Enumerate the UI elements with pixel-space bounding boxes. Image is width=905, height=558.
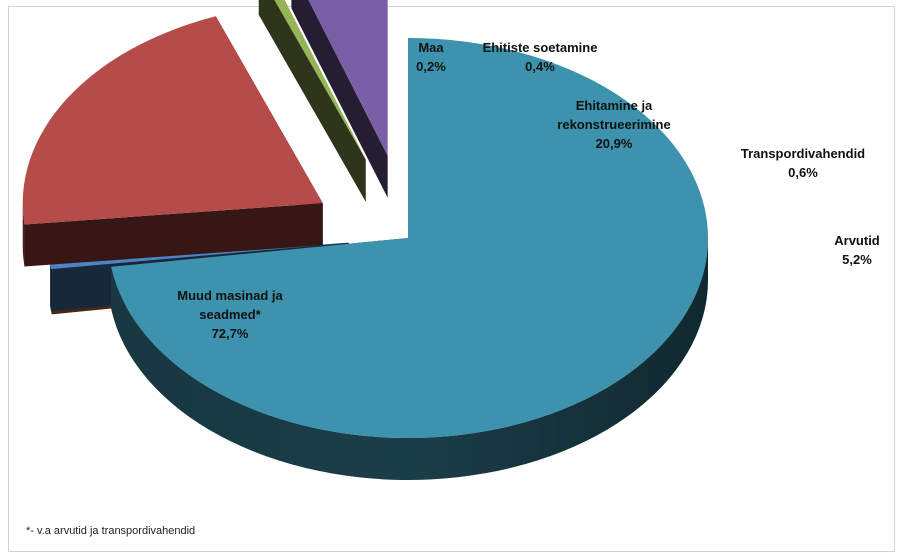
- slice-label-4-line-0: Transpordivahendid: [741, 146, 865, 161]
- pie-slice-5: [291, 0, 388, 198]
- slice-value-label-4: 0,6%: [788, 165, 818, 180]
- pie-slice-3: [22, 16, 323, 267]
- slice-value-label-1: 0,2%: [416, 59, 446, 74]
- slice-label-0-line-1: seadmed*: [199, 307, 261, 322]
- slice-label-1-line-0: Maa: [418, 40, 444, 55]
- slice-value-label-2: 0,4%: [525, 59, 555, 74]
- slice-label-5-line-0: Arvutid: [834, 233, 880, 248]
- slice-label-0-line-0: Muud masinad ja: [177, 288, 283, 303]
- footnote: *- v.a arvutid ja transpordivahendid: [26, 525, 196, 537]
- pie-slice-0: [111, 38, 708, 481]
- slice-value-label-0: 72,7%: [212, 326, 249, 341]
- slice-value-label-3: 20,9%: [596, 136, 633, 151]
- slice-label-2-line-0: Ehitiste soetamine: [483, 40, 598, 55]
- pie-slice-4: [258, 0, 366, 202]
- slice-label-3-line-1: rekonstrueerimine: [557, 117, 670, 132]
- slice-label-3-line-0: Ehitamine ja: [576, 98, 653, 113]
- slice-value-label-5: 5,2%: [842, 252, 872, 267]
